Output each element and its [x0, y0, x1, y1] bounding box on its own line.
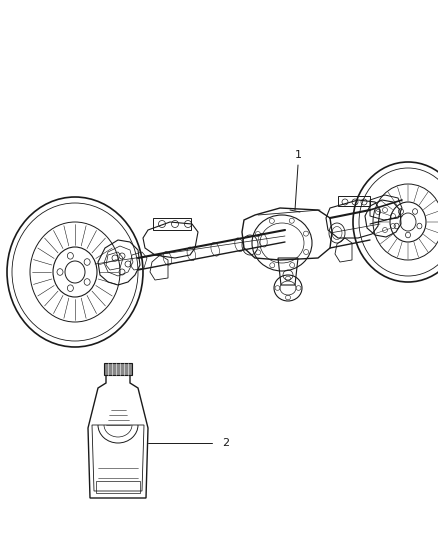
Polygon shape — [104, 363, 132, 375]
Bar — [153, 218, 191, 230]
Text: 2: 2 — [222, 438, 229, 448]
Text: 1: 1 — [294, 150, 301, 160]
Bar — [96, 481, 140, 493]
Bar — [338, 196, 370, 206]
